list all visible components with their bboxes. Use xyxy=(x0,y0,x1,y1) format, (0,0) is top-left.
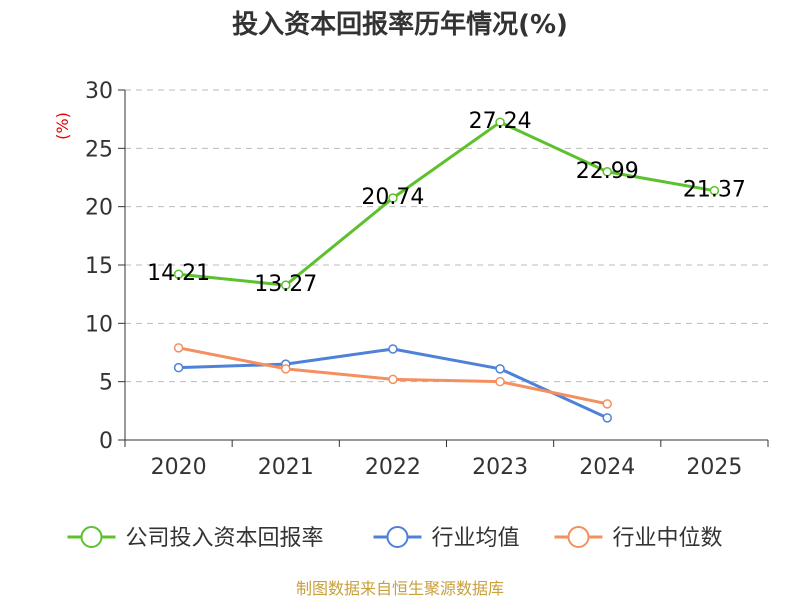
source-note: 制图数据来自恒生聚源数据库 xyxy=(296,579,504,598)
y-tick-label: 0 xyxy=(99,429,113,454)
x-tick-label: 2023 xyxy=(472,455,528,480)
series-1-point[interactable] xyxy=(495,364,505,374)
series-2-point[interactable] xyxy=(281,364,291,374)
series-2-point[interactable] xyxy=(495,376,505,387)
series-1-point[interactable] xyxy=(173,362,184,373)
legend-label-2[interactable]: 行业中位数 xyxy=(613,526,723,551)
y-tick-label: 25 xyxy=(85,137,113,162)
x-tick-label: 2020 xyxy=(151,455,207,480)
data-label: 27.24 xyxy=(469,109,532,134)
y-tick-label: 15 xyxy=(85,254,113,279)
series-1-point[interactable] xyxy=(388,344,398,354)
legend: 公司投入资本回报率 行业均值 行业中位数 xyxy=(67,526,723,551)
y-tick-label: 30 xyxy=(85,79,113,104)
grid-lines xyxy=(125,89,768,383)
data-label: 20.74 xyxy=(361,185,424,210)
y-axis-unit-label: (%) xyxy=(53,112,72,140)
series-0-point[interactable] xyxy=(388,193,398,203)
legend-marker-1[interactable] xyxy=(386,526,409,548)
series-0-point[interactable] xyxy=(281,280,291,290)
series-2-point[interactable] xyxy=(388,374,398,385)
y-tick-label: 5 xyxy=(99,371,113,396)
legend-label-1[interactable]: 行业均值 xyxy=(432,526,520,551)
data-label: 14.21 xyxy=(147,261,210,286)
legend-label-0[interactable]: 公司投入资本回报率 xyxy=(126,526,324,551)
x-tick-label: 2025 xyxy=(686,455,742,480)
series-2-point[interactable] xyxy=(602,399,612,409)
legend-marker-2[interactable] xyxy=(567,526,590,548)
data-label: 22.99 xyxy=(576,159,639,184)
series-0-point[interactable] xyxy=(173,269,184,279)
x-tick-label: 2022 xyxy=(365,455,421,480)
series-1-point[interactable] xyxy=(602,413,612,423)
series-0-point[interactable] xyxy=(602,167,612,177)
y-tick-label: 10 xyxy=(85,312,113,337)
series-group xyxy=(173,117,720,423)
x-tick-label: 2024 xyxy=(579,455,635,480)
data-labels: 14.21 13.27 20.74 27.24 22.99 21.37 xyxy=(147,109,746,297)
chart-title: 投入资本回报率历年情况(%) xyxy=(232,9,568,40)
y-tick-label: 20 xyxy=(85,196,113,221)
series-0-point[interactable] xyxy=(495,117,505,127)
series-2-point[interactable] xyxy=(173,343,184,353)
legend-marker-0[interactable] xyxy=(80,526,103,548)
series-line-0 xyxy=(178,120,715,287)
data-label: 13.27 xyxy=(254,272,317,297)
series-0-point[interactable] xyxy=(709,185,720,196)
x-tick-label: 2021 xyxy=(258,455,314,480)
data-label: 21.37 xyxy=(683,178,746,203)
